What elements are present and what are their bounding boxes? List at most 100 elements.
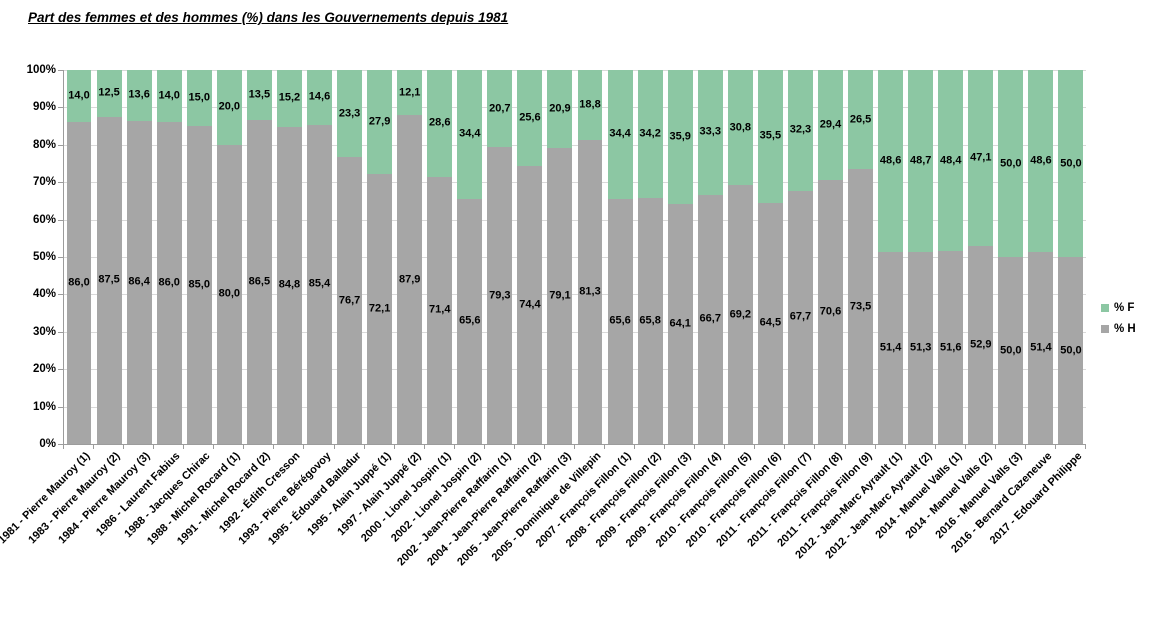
bar-f-segment <box>878 70 904 252</box>
bar-f-value-label: 18,8 <box>579 98 601 111</box>
bar-f-segment <box>246 70 272 121</box>
bar-f-segment <box>697 70 723 195</box>
x-axis-tick <box>183 445 185 449</box>
x-axis-tick <box>604 445 606 449</box>
bar-f-value-label: 25,6 <box>519 111 541 124</box>
x-axis-tick <box>964 445 966 449</box>
x-axis-tick <box>904 445 906 449</box>
y-axis-tick <box>58 144 63 146</box>
legend-swatch-h-icon <box>1101 325 1109 333</box>
bar-f-value-label: 48,6 <box>1030 154 1052 167</box>
bar-h-value-label: 70,6 <box>819 305 842 318</box>
bar-f-value-label: 35,5 <box>759 129 782 142</box>
bar-f-value-label: 15,0 <box>188 91 210 104</box>
bar-h-value-label: 65,6 <box>459 314 481 327</box>
bar-f-value-label: 50,0 <box>1000 157 1022 169</box>
y-axis-tick <box>58 369 63 371</box>
bar-h-segment <box>1058 257 1084 444</box>
x-axis-tick <box>1085 445 1086 449</box>
bar-f-value-label: 13,5 <box>248 88 271 101</box>
x-axis-tick <box>694 445 696 449</box>
bar-h-value-label: 65,8 <box>639 314 661 327</box>
bar-h-segment <box>757 202 783 444</box>
legend: % F % H <box>1101 302 1136 344</box>
bar-f-segment <box>96 70 122 117</box>
bar-h-segment <box>307 124 332 444</box>
bar-f-segment <box>577 70 603 141</box>
y-axis-tick-label: 70% <box>32 176 56 189</box>
x-axis-tick <box>303 445 305 449</box>
bar-f-value-label: 34,2 <box>639 127 661 140</box>
gridline <box>64 257 1086 258</box>
bar-f-segment <box>938 70 964 252</box>
bar-h-value-label: 79,1 <box>549 289 571 302</box>
bar-h-segment <box>487 147 513 444</box>
y-axis-tick-label: 90% <box>32 101 56 114</box>
gridline <box>64 294 1086 296</box>
x-axis-tick <box>754 445 756 449</box>
bar-f-value-label: 48,7 <box>909 154 932 167</box>
legend-swatch-f-icon <box>1101 304 1109 312</box>
bar-f-value-label: 47,1 <box>970 151 992 164</box>
bar-f-value-label: 26,5 <box>849 113 872 126</box>
bar-h-segment <box>908 252 934 444</box>
bar-h-segment <box>66 122 92 444</box>
bar-f-value-label: 30,8 <box>729 121 752 134</box>
bar-h-segment <box>457 198 483 444</box>
bar-f-value-label: 34,4 <box>459 127 481 140</box>
bar-h-segment <box>517 165 543 444</box>
bar-h-value-label: 66,7 <box>699 312 721 325</box>
bar-h-value-label: 74,4 <box>519 298 541 311</box>
bar-h-segment <box>968 246 994 444</box>
bar-h-value-label: 86,0 <box>68 276 90 289</box>
x-axis-tick <box>393 445 395 449</box>
gridline <box>64 369 1086 371</box>
bar-h-value-label: 64,5 <box>759 316 782 329</box>
y-axis-tick <box>58 294 63 296</box>
bar-h-segment <box>397 115 423 444</box>
bar-f-value-label: 14,0 <box>158 89 180 102</box>
bar-f-segment <box>787 70 813 191</box>
bar-f-segment <box>1058 70 1084 257</box>
bar-h-value-label: 76,7 <box>338 294 361 307</box>
bar-f-segment <box>547 70 573 149</box>
bar-h-segment <box>1028 251 1054 444</box>
x-axis-tick <box>1024 445 1026 449</box>
bar-h-segment <box>607 198 633 444</box>
x-axis-tick <box>423 445 425 449</box>
bar-h-value-label: 80,0 <box>218 287 241 300</box>
x-axis-tick <box>1054 445 1056 449</box>
x-axis-tick <box>543 445 545 449</box>
bar-f-segment <box>487 70 513 148</box>
bar-h-segment <box>367 174 393 444</box>
bar-h-segment <box>878 251 904 444</box>
plot-area: 14,0 86,0 12,5 87,5 13,6 86,4 14,0 86,0 15,0 85,0… <box>58 70 1086 445</box>
y-axis-tick-label: 30% <box>32 325 56 338</box>
gridline <box>64 144 1086 146</box>
y-axis-tick-label: 40% <box>32 288 56 301</box>
bar-f-segment <box>66 70 92 123</box>
x-axis-tick <box>874 445 876 449</box>
bar-h-segment <box>637 197 663 444</box>
x-axis-tick <box>844 445 846 449</box>
y-axis-tick <box>58 182 63 184</box>
bar-f-value-label: 32,3 <box>789 123 812 136</box>
bar-f-segment <box>276 70 302 127</box>
bar-h-segment <box>126 120 152 444</box>
bar-h-value-label: 71,4 <box>429 303 451 316</box>
bar-f-segment <box>517 70 543 166</box>
bar-f-value-label: 48,6 <box>879 154 902 167</box>
y-axis-tick-label: 50% <box>32 251 56 263</box>
bar-f-segment <box>998 70 1024 257</box>
y-axis-tick-label: 80% <box>32 138 56 151</box>
x-axis-tick <box>483 445 485 449</box>
bar-h-segment <box>186 126 212 444</box>
bar-h-value-label: 87,9 <box>398 273 421 286</box>
bar-f-value-label: 27,9 <box>368 115 391 128</box>
bar-h-value-label: 86,4 <box>128 275 150 288</box>
bar-f-value-label: 20,7 <box>489 102 511 115</box>
bar-h-value-label: 73,5 <box>849 300 872 313</box>
y-axis-tick-label: 20% <box>32 363 56 376</box>
x-axis-tick <box>994 445 996 449</box>
